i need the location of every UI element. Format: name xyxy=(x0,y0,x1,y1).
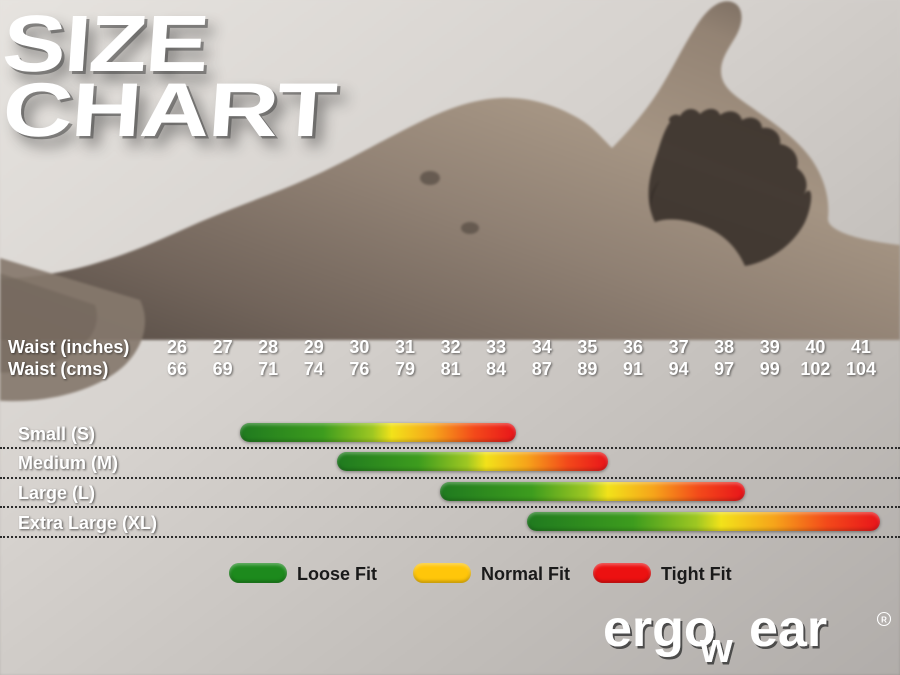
svg-text:w: w xyxy=(699,624,733,668)
svg-text:R: R xyxy=(881,615,887,624)
svg-text:ear: ear xyxy=(749,600,827,658)
svg-text:ergo: ergo xyxy=(603,600,716,658)
